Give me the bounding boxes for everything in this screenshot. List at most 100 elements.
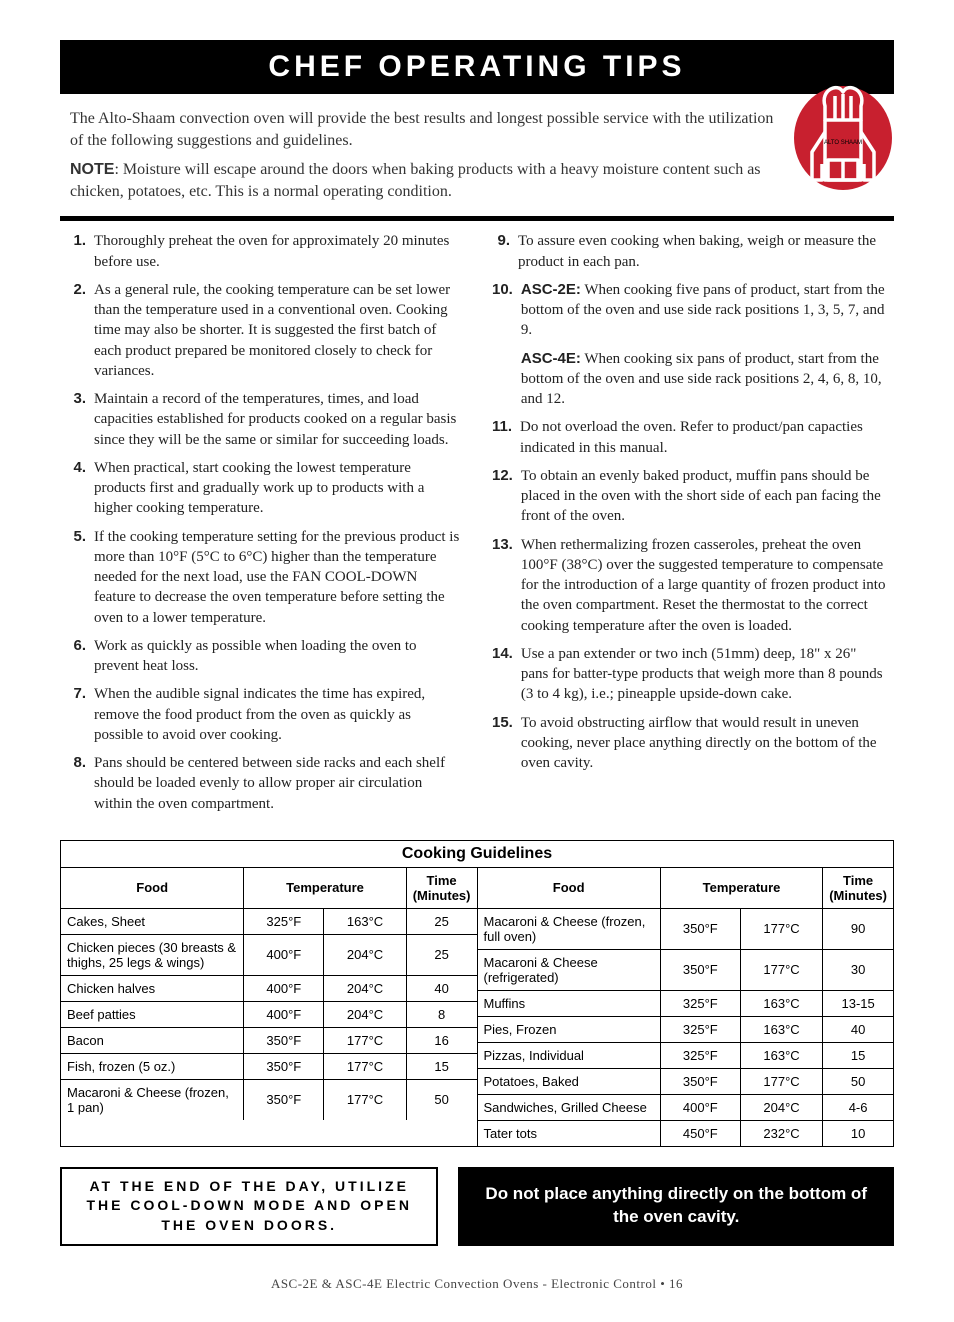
cell-temp-c: 163°C — [740, 990, 822, 1016]
tip-item: 4.When practical, start cooking the lowe… — [68, 458, 462, 519]
cell-time: 30 — [823, 949, 893, 990]
cooking-guidelines-table: Cooking Guidelines Food Temperature Time… — [60, 840, 894, 1147]
table-row: Cakes, Sheet325°F163°C25 — [61, 908, 477, 934]
badge-brand-text: ALTO SHAAM — [824, 140, 862, 146]
tip-item: 5.If the cooking temperature setting for… — [68, 527, 462, 628]
section-divider — [60, 216, 894, 221]
cell-temp-f: 350°F — [660, 1068, 740, 1094]
cell-temp-c: 204°C — [324, 1001, 406, 1027]
cell-time: 4-6 — [823, 1094, 893, 1120]
tip-number: 9. — [492, 231, 518, 272]
cell-temp-c: 163°C — [324, 908, 406, 934]
cell-food: Pies, Frozen — [478, 1016, 661, 1042]
tip-text: When the audible signal indicates the ti… — [94, 684, 462, 745]
cell-food: Potatoes, Baked — [478, 1068, 661, 1094]
cell-temp-f: 350°F — [660, 949, 740, 990]
tip-item: 8.Pans should be centered between side r… — [68, 753, 462, 814]
model-label: ASC-4E: — [521, 350, 581, 367]
tip-text: Maintain a record of the temperatures, t… — [94, 389, 462, 450]
tip-item: 13.When rethermalizing frozen casseroles… — [492, 535, 886, 636]
tip-text: When rethermalizing frozen casseroles, p… — [521, 535, 886, 636]
table-row: Chicken halves400°F204°C40 — [61, 975, 477, 1001]
tip-text: Pans should be centered between side rac… — [94, 753, 462, 814]
tip-subtext: ASC-4E: When cooking six pans of product… — [521, 349, 886, 410]
cell-temp-c: 204°C — [740, 1094, 822, 1120]
table-row: Bacon350°F177°C16 — [61, 1027, 477, 1053]
cell-temp-f: 400°F — [244, 1001, 324, 1027]
cell-time: 50 — [406, 1079, 476, 1120]
tip-number: 2. — [68, 280, 94, 381]
tip-number: 12. — [492, 466, 521, 527]
tip-item: 7.When the audible signal indicates the … — [68, 684, 462, 745]
tip-number: 15. — [492, 713, 521, 774]
th-temp: Temperature — [660, 868, 822, 909]
cell-food: Fish, frozen (5 oz.) — [61, 1053, 244, 1079]
cell-time: 16 — [406, 1027, 476, 1053]
tip-text: To obtain an evenly baked product, muffi… — [521, 466, 886, 527]
tip-number: 4. — [68, 458, 94, 519]
cell-temp-f: 325°F — [244, 908, 324, 934]
tip-item: 2.As a general rule, the cooking tempera… — [68, 280, 462, 381]
tip-number: 6. — [68, 636, 94, 677]
cell-time: 15 — [406, 1053, 476, 1079]
table-row: Muffins325°F163°C13-15 — [478, 990, 894, 1016]
note-body: : Moisture will escape around the doors … — [70, 161, 761, 200]
cell-food: Pizzas, Individual — [478, 1042, 661, 1068]
tip-text: Use a pan extender or two inch (51mm) de… — [521, 644, 886, 705]
tip-text: To avoid obstructing airflow that would … — [521, 713, 886, 774]
cell-time: 15 — [823, 1042, 893, 1068]
cell-food: Chicken pieces (30 breasts & thighs, 25 … — [61, 934, 244, 975]
table-row: Potatoes, Baked350°F177°C50 — [478, 1068, 894, 1094]
cell-temp-f: 350°F — [244, 1027, 324, 1053]
tip-number: 8. — [68, 753, 94, 814]
tips-column-left: 1.Thoroughly preheat the oven for approx… — [68, 231, 462, 822]
tip-text: Thoroughly preheat the oven for approxim… — [94, 231, 462, 272]
cell-food: Chicken halves — [61, 975, 244, 1001]
cell-temp-c: 177°C — [740, 908, 822, 949]
cell-temp-c: 177°C — [324, 1053, 406, 1079]
cell-temp-f: 350°F — [244, 1053, 324, 1079]
cell-temp-c: 163°C — [740, 1016, 822, 1042]
cell-temp-c: 204°C — [324, 934, 406, 975]
cell-temp-f: 325°F — [660, 1016, 740, 1042]
cooldown-callout: AT THE END OF THE DAY, UTILIZE THE COOL-… — [60, 1167, 438, 1246]
cell-time: 8 — [406, 1001, 476, 1027]
bottom-callouts: AT THE END OF THE DAY, UTILIZE THE COOL-… — [60, 1167, 894, 1246]
cell-food: Beef patties — [61, 1001, 244, 1027]
cell-food: Muffins — [478, 990, 661, 1016]
tip-text: If the cooking temperature setting for t… — [94, 527, 462, 628]
cell-temp-c: 177°C — [324, 1027, 406, 1053]
cell-food: Macaroni & Cheese (frozen, 1 pan) — [61, 1079, 244, 1120]
cell-food: Tater tots — [478, 1120, 661, 1146]
table-row: Fish, frozen (5 oz.)350°F177°C15 — [61, 1053, 477, 1079]
table-row: Macaroni & Cheese (refrigerated)350°F177… — [478, 949, 894, 990]
cell-time: 50 — [823, 1068, 893, 1094]
intro-section: The Alto-Shaam convection oven will prov… — [60, 108, 894, 202]
note-label: NOTE — [70, 161, 114, 178]
cell-temp-f: 325°F — [660, 1042, 740, 1068]
cell-time: 90 — [823, 908, 893, 949]
note-text: NOTE: Moisture will escape around the do… — [70, 159, 774, 202]
table-header-row: Food Temperature Time (Minutes) — [478, 868, 894, 909]
cell-temp-c: 163°C — [740, 1042, 822, 1068]
cell-temp-f: 450°F — [660, 1120, 740, 1146]
tip-number: 13. — [492, 535, 521, 636]
tip-number: 5. — [68, 527, 94, 628]
table-right-half: Food Temperature Time (Minutes) Macaroni… — [478, 868, 894, 1146]
cell-temp-c: 177°C — [324, 1079, 406, 1120]
cell-time: 40 — [823, 1016, 893, 1042]
th-time: Time (Minutes) — [406, 868, 476, 909]
tip-item: 11.Do not overload the oven. Refer to pr… — [492, 417, 886, 458]
cell-temp-f: 350°F — [244, 1079, 324, 1120]
page-footer: ASC-2E & ASC-4E Electric Convection Oven… — [60, 1276, 894, 1292]
cell-temp-c: 232°C — [740, 1120, 822, 1146]
table-body: Food Temperature Time (Minutes) Cakes, S… — [61, 868, 893, 1146]
table-row: Chicken pieces (30 breasts & thighs, 25 … — [61, 934, 477, 975]
tip-number: 10. — [492, 280, 521, 410]
cell-time: 25 — [406, 934, 476, 975]
tip-item: 3.Maintain a record of the temperatures,… — [68, 389, 462, 450]
th-food: Food — [478, 868, 661, 909]
tip-text: To assure even cooking when baking, weig… — [518, 231, 886, 272]
page-root: CHEF OPERATING TIPS The Alto-Shaam conve… — [0, 0, 954, 1322]
chef-logo-icon: ALTO SHAAM — [792, 72, 894, 192]
